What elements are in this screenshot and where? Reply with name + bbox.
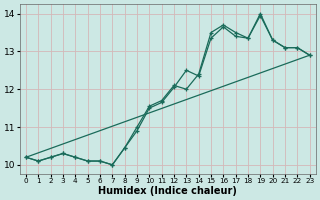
X-axis label: Humidex (Indice chaleur): Humidex (Indice chaleur) <box>98 186 237 196</box>
